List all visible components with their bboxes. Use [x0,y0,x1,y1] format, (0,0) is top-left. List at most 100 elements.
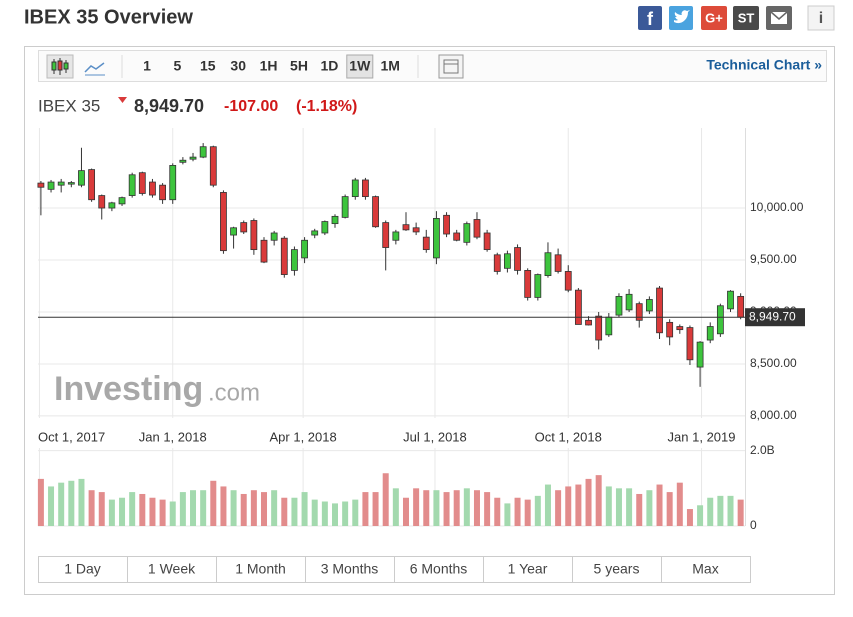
volume-bar [210,480,217,526]
candle-body [169,165,177,201]
line-type-button[interactable] [84,62,105,73]
volume-tick-label: 2.0B [750,443,775,457]
candle-body [706,326,714,341]
candle-body [270,232,278,241]
volume-bar [565,486,572,526]
volume-bar [37,478,44,526]
volume-bar [321,501,328,526]
candle-body [412,227,420,233]
volume-bar [504,503,511,526]
interval-button[interactable]: 1 [143,58,151,74]
facebook-icon: f [647,9,654,29]
volume-bar [626,488,633,526]
range-label: 1 Week [148,561,196,577]
volume-bar [372,492,379,526]
range-label: 1 Day [64,561,101,577]
candle-body [57,181,65,186]
candle-body [696,341,704,368]
volume-bar [484,492,491,526]
volume-bar [271,490,278,526]
candle-body [574,289,582,325]
candle-body [311,230,319,236]
candle-body [544,252,552,276]
volume-bar [342,501,349,526]
x-tick-label: Oct 1, 2017 [38,429,105,444]
candle-body [189,156,197,160]
range-button[interactable] [38,556,128,583]
volume-bar [230,490,237,526]
candle-body [473,219,481,238]
candle-body [727,290,734,310]
candle-body [402,224,410,231]
range-button[interactable] [483,556,573,583]
interval-button[interactable]: 5H [290,58,308,74]
range-button[interactable] [394,556,484,583]
volume-bar [575,484,582,526]
interval-button[interactable]: 1W [349,58,371,74]
volume-bar [707,497,714,526]
candle-body [534,274,542,298]
info-button[interactable] [807,5,835,31]
interval-button[interactable]: 1D [320,58,338,74]
twitter-icon [674,10,690,24]
interval-button[interactable]: 15 [200,58,216,74]
y-tick-label: 8,000.00 [750,408,797,422]
volume-bar [48,486,55,526]
range-button[interactable] [305,556,395,583]
volume-bar [362,492,369,526]
volume-bar [78,478,85,526]
candle-body [615,295,623,316]
candle-body [737,295,745,318]
candle-body [514,247,521,271]
interval-button[interactable]: 30 [230,58,246,74]
volume-bar [119,497,126,526]
stocktwits-button[interactable] [733,6,759,30]
candle-body [37,182,45,188]
interval-button[interactable]: 1M [380,58,399,74]
volume-bar [190,490,197,526]
candle-body [443,214,450,235]
candle-body [240,222,248,233]
volume-bar [352,499,359,526]
candle-body [209,146,217,186]
watermark: Investing .com [54,370,260,408]
volume-bar [423,490,430,526]
google-button[interactable] [701,6,727,30]
volume-bar [108,499,115,526]
settings-button[interactable] [438,54,464,79]
interval-button[interactable]: 5 [174,58,182,74]
candle-icon [51,58,69,75]
volume-bar [250,490,257,526]
range-label: 5 years [594,561,640,577]
x-tick-label: Jan 1, 2018 [139,429,207,444]
selected-interval [346,54,374,79]
candle-body [362,179,369,198]
candle-body [321,221,329,234]
volume-bar [473,490,480,526]
candle-body [128,174,136,196]
range-button[interactable] [572,556,662,583]
volume-bar [58,482,65,526]
range-button[interactable] [661,556,751,583]
volume-bar [636,493,643,526]
candle-body [179,159,187,163]
candle-body [108,202,116,209]
plot-area [38,128,745,418]
volume-bar [676,482,683,526]
volume-bar [656,484,663,526]
info-icon: i [819,10,823,27]
technical-chart-link[interactable]: Technical Chart » [706,57,822,73]
candle-body [645,299,653,312]
candle-body [676,326,684,331]
y-tick-label: 9,500.00 [750,252,797,266]
candle-body [564,271,572,291]
facebook-button[interactable] [638,6,662,30]
range-button[interactable] [216,556,306,583]
range-label: 6 Months [410,561,468,577]
candle-body [686,327,694,361]
candle-body [291,249,298,271]
volume-bar [261,492,268,526]
toolbar [38,50,827,82]
last-price-box [745,308,805,327]
interval-button[interactable]: 1H [260,58,278,74]
